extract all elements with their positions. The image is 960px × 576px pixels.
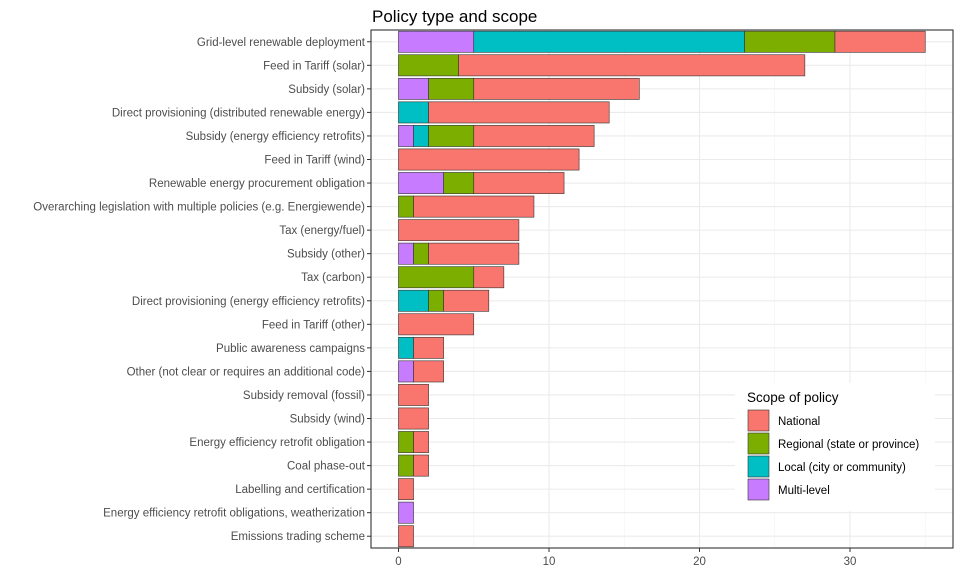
bar-segment xyxy=(398,242,414,265)
bar-segment xyxy=(398,172,444,194)
bar-segment xyxy=(398,478,414,501)
bar-segment xyxy=(398,384,429,406)
bar-segment xyxy=(834,30,926,53)
bar-segment xyxy=(428,101,610,124)
y-axis: Grid-level renewable deployment Feed in T… xyxy=(33,37,371,543)
bar-segment xyxy=(398,431,414,453)
bar-segment xyxy=(428,242,520,265)
bar-segment xyxy=(413,431,429,453)
category-label: Tax (carbon) xyxy=(301,272,365,284)
category-label: Subsidy (energy efficiency retrofits) xyxy=(186,131,366,143)
bar-segment xyxy=(473,266,505,289)
bars xyxy=(398,30,926,548)
category-label: Labelling and certification xyxy=(235,484,365,496)
bar-segment xyxy=(398,30,475,53)
category-label: Other (not clear or requires an addition… xyxy=(127,366,366,378)
bar-segment xyxy=(398,454,414,477)
legend-key xyxy=(747,432,770,455)
bar-segment xyxy=(413,336,444,359)
bar-segment xyxy=(473,172,565,194)
legend-key xyxy=(747,478,770,501)
bar-segment xyxy=(473,125,595,147)
bar-segment xyxy=(398,125,414,147)
bar-segment xyxy=(744,30,836,53)
legend-key xyxy=(747,455,770,478)
bar-segment xyxy=(398,501,414,524)
category-label: Overarching legislation with multiple po… xyxy=(33,202,365,214)
bar-segment xyxy=(443,172,475,194)
category-label: Feed in Tariff (solar) xyxy=(263,60,365,72)
legend-label: Regional (state or province) xyxy=(778,439,919,451)
category-label: Direct provisioning (distributed renewab… xyxy=(112,107,365,119)
bar-segment xyxy=(398,407,429,430)
x-tick-label: 20 xyxy=(693,556,706,568)
category-label: Subsidy (solar) xyxy=(288,84,365,96)
category-label: Direct provisioning (energy efficiency r… xyxy=(132,296,365,308)
category-label: Energy efficiency retrofit obligations, … xyxy=(103,508,365,520)
category-label: Grid-level renewable deployment xyxy=(197,37,366,49)
bar-segment xyxy=(458,54,806,77)
category-label: Renewable energy procurement obligation xyxy=(149,178,365,190)
plot-area: Grid-level renewable deployment Feed in T… xyxy=(33,29,954,568)
x-tick-label: 10 xyxy=(543,556,556,568)
legend-label: National xyxy=(778,416,820,428)
category-label: Feed in Tariff (wind) xyxy=(264,155,365,167)
bar-segment xyxy=(473,77,640,100)
category-label: Subsidy (wind) xyxy=(290,414,366,426)
bar-segment xyxy=(443,289,490,312)
bar-segment xyxy=(398,54,460,77)
bar-segment xyxy=(398,219,520,242)
category-label: Tax (energy/fuel) xyxy=(279,225,365,237)
bar-segment xyxy=(398,289,429,312)
bar-segment xyxy=(413,125,429,147)
bar-segment xyxy=(428,77,475,100)
category-label: Feed in Tariff (other) xyxy=(262,319,365,331)
x-tick-label: 30 xyxy=(844,556,857,568)
x-tick-label: 0 xyxy=(395,556,401,568)
bar-segment xyxy=(413,195,535,218)
bar-segment xyxy=(398,101,429,124)
bar-segment xyxy=(413,242,429,265)
x-axis: 0 10 20 30 xyxy=(395,548,856,568)
bar-segment xyxy=(413,454,429,477)
category-label: Subsidy removal (fossil) xyxy=(243,390,365,402)
bar-segment xyxy=(398,525,414,548)
bar-segment xyxy=(428,289,444,312)
legend-label: Multi-level xyxy=(778,485,830,497)
bar-segment xyxy=(398,195,414,218)
bar-segment xyxy=(398,148,580,171)
legend-key xyxy=(747,409,770,432)
category-label: Subsidy (other) xyxy=(287,249,365,261)
category-label: Coal phase-out xyxy=(287,461,366,473)
category-label: Emissions trading scheme xyxy=(231,531,365,543)
legend-title: Scope of policy xyxy=(747,390,839,405)
legend: Scope of policy National Regional (state o… xyxy=(735,383,935,511)
bar-segment xyxy=(473,30,745,53)
bar-segment xyxy=(413,360,444,383)
bar-segment xyxy=(398,313,475,336)
panel-border xyxy=(370,29,954,549)
legend-label: Local (city or community) xyxy=(778,462,906,474)
bar-segment xyxy=(428,125,475,147)
category-label: Energy efficiency retrofit obligation xyxy=(189,437,365,449)
bar-segment xyxy=(398,77,429,100)
category-label: Public awareness campaigns xyxy=(216,343,365,355)
bar-segment xyxy=(398,336,414,359)
bar-segment xyxy=(398,360,414,383)
bar-segment xyxy=(398,266,475,289)
chart-title: Policy type and scope xyxy=(372,7,537,26)
